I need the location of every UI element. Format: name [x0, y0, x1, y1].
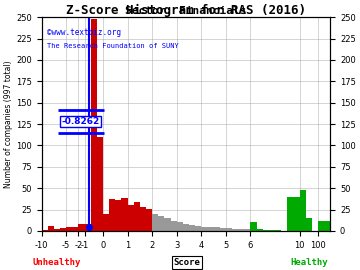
Bar: [103, 214, 109, 231]
Bar: [244, 229, 251, 231]
Bar: [85, 224, 91, 231]
Bar: [226, 228, 232, 231]
Bar: [171, 221, 177, 231]
Bar: [115, 200, 121, 231]
Bar: [165, 218, 171, 231]
Bar: [72, 228, 78, 231]
Bar: [140, 207, 146, 231]
Bar: [318, 221, 330, 231]
Bar: [146, 209, 152, 231]
Bar: [220, 228, 226, 231]
Bar: [41, 230, 48, 231]
Bar: [232, 229, 238, 231]
Bar: [91, 19, 97, 231]
Bar: [121, 198, 127, 231]
Bar: [238, 229, 244, 231]
Bar: [269, 230, 275, 231]
Title: Z-Score Histogram for RAS (2016): Z-Score Histogram for RAS (2016): [66, 4, 306, 17]
Bar: [275, 230, 281, 231]
Text: -0.8262: -0.8262: [62, 117, 100, 126]
Bar: [257, 229, 263, 231]
Bar: [78, 224, 85, 231]
Y-axis label: Number of companies (997 total): Number of companies (997 total): [4, 60, 13, 188]
Bar: [66, 227, 72, 231]
Text: Healthy: Healthy: [290, 258, 328, 267]
Bar: [287, 197, 300, 231]
Bar: [207, 228, 213, 231]
Bar: [306, 218, 312, 231]
Bar: [134, 202, 140, 231]
Bar: [177, 222, 183, 231]
Bar: [48, 226, 54, 231]
Bar: [158, 215, 165, 231]
Bar: [183, 224, 189, 231]
Bar: [300, 190, 306, 231]
Text: Sector: Financials: Sector: Financials: [125, 6, 247, 16]
Bar: [263, 230, 269, 231]
Text: The Research Foundation of SUNY: The Research Foundation of SUNY: [47, 43, 179, 49]
Text: Score: Score: [174, 258, 201, 267]
Bar: [251, 222, 257, 231]
Bar: [213, 228, 220, 231]
Bar: [195, 226, 201, 231]
Bar: [109, 199, 115, 231]
Text: Unhealthy: Unhealthy: [32, 258, 81, 267]
Bar: [201, 227, 207, 231]
Bar: [97, 137, 103, 231]
Bar: [189, 225, 195, 231]
Bar: [54, 229, 60, 231]
Bar: [60, 228, 66, 231]
Bar: [152, 214, 158, 231]
Text: ©www.textbiz.org: ©www.textbiz.org: [47, 28, 121, 37]
Bar: [127, 205, 134, 231]
